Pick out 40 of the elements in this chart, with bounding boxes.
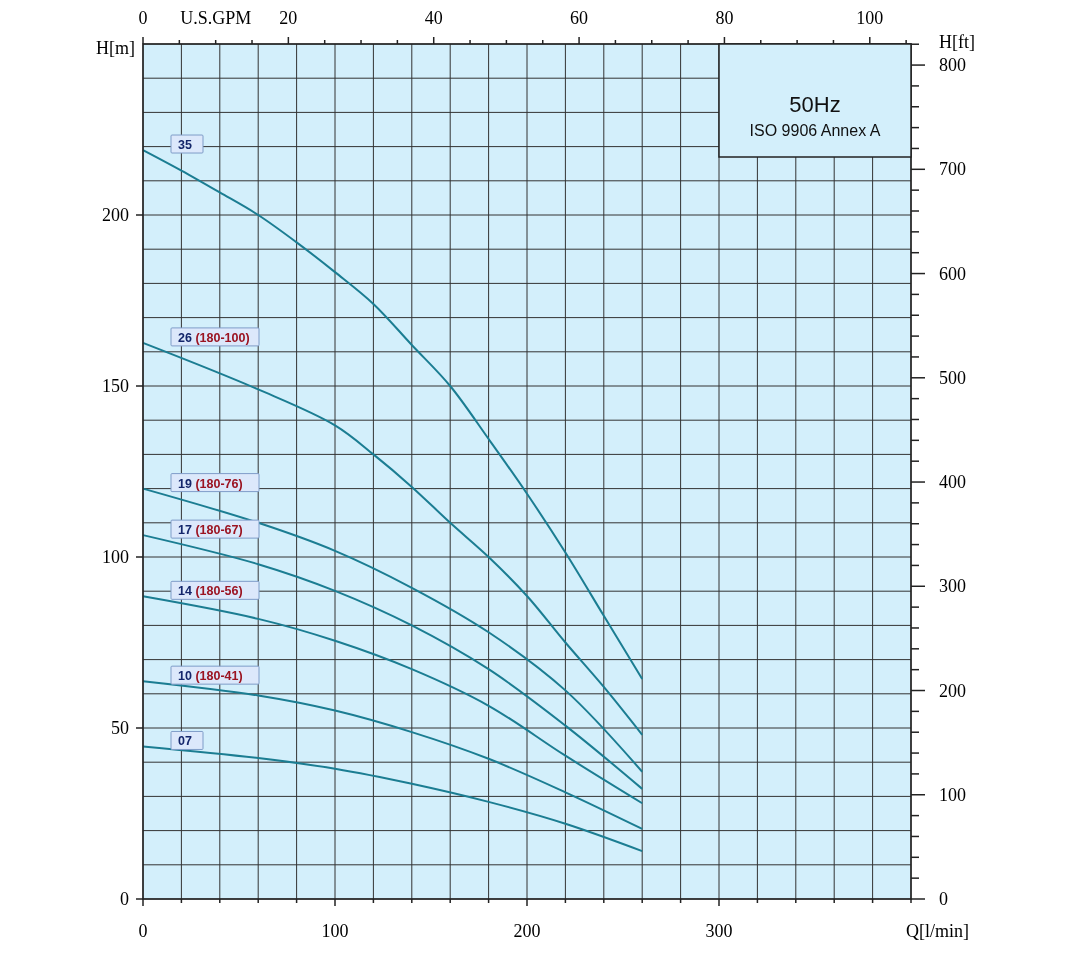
x-tick-label: 300 [705, 921, 733, 941]
y2-tick-label: 400 [939, 472, 966, 493]
y-tick-label: 100 [102, 547, 129, 567]
x-tick-label: 0 [138, 921, 148, 941]
y2-tick-label: 800 [939, 55, 966, 76]
x2-tick-label: 60 [570, 8, 589, 28]
series-label: 35 [178, 138, 192, 153]
y-tick-label: 0 [120, 889, 129, 909]
y-tick-label: 200 [102, 205, 129, 225]
series-label: 19 (180-76) [178, 476, 243, 491]
x-tick-label: 100 [321, 921, 349, 941]
y2-axis-title: H[ft] [939, 32, 975, 52]
info-card: 50Hz ISO 9906 Annex A [718, 43, 912, 158]
y2-tick-label: 500 [939, 367, 966, 388]
y-axis-title: H[m] [96, 38, 135, 58]
y2-tick-label: 100 [939, 784, 966, 805]
x2-tick-label: 20 [279, 8, 298, 28]
line-series [142, 745, 644, 853]
series-label: 14 (180-56) [178, 584, 243, 599]
annotation: 50Hz [789, 92, 841, 117]
annotation: ISO 9906 Annex A [749, 122, 881, 139]
x-axis-title: Q[l/min] [906, 921, 969, 941]
x2-tick-label: 0 [138, 8, 148, 28]
y-tick-label: 50 [111, 718, 129, 738]
series-label: 10 (180-41) [178, 669, 243, 684]
y2-tick-label: 700 [939, 159, 966, 180]
y-tick-label: 150 [102, 376, 129, 396]
y2-tick-label: 0 [939, 889, 948, 909]
series-label: 07 [178, 734, 192, 749]
x2-tick-label: 100 [856, 8, 884, 28]
y2-tick-label: 600 [939, 263, 966, 284]
x2-tick-label: 40 [424, 8, 443, 28]
series-label: 17 (180-67) [178, 523, 243, 538]
x-tick-label: 200 [513, 921, 541, 941]
x2-tick-label: 80 [715, 8, 734, 28]
y2-tick-label: 300 [939, 576, 966, 597]
y2-tick-label: 200 [939, 680, 966, 701]
line-series [142, 149, 644, 681]
x2-axis-title: U.S.GPM [180, 8, 252, 28]
series-label: 26 (180-100) [178, 330, 250, 345]
